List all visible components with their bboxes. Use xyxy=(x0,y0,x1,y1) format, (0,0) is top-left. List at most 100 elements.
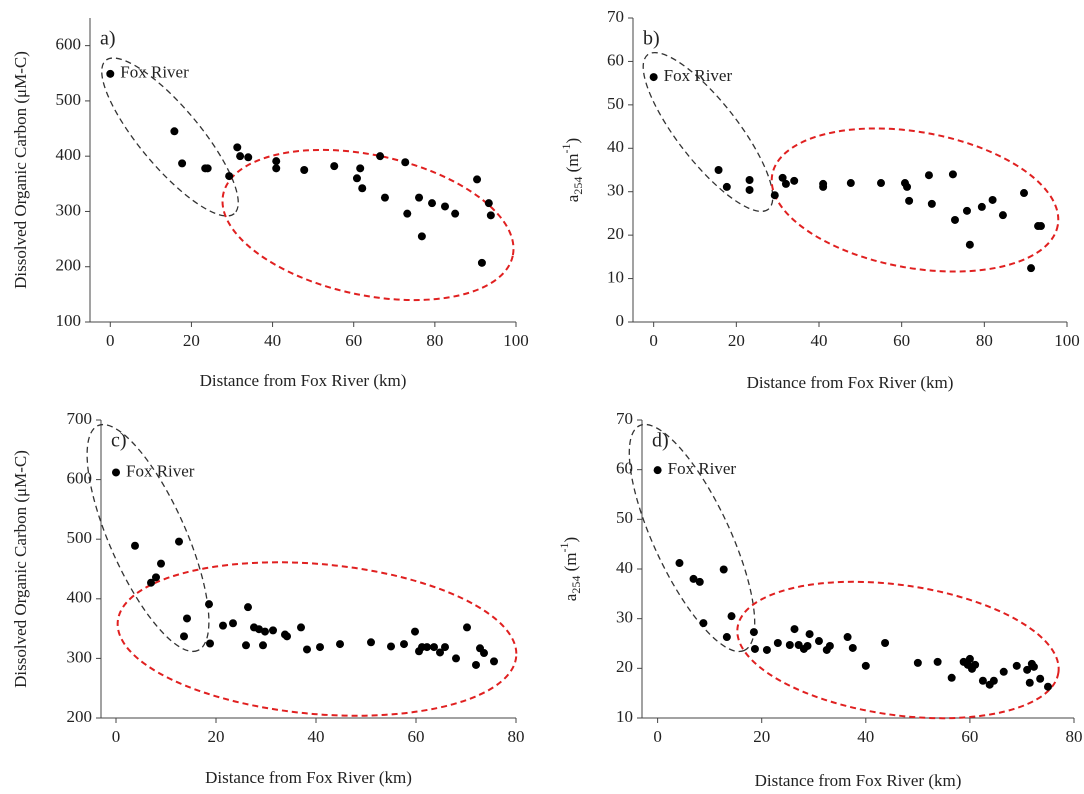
point xyxy=(269,626,277,635)
y-axis-label: Dissolved Organic Carbon (μM-C) xyxy=(11,51,30,289)
point xyxy=(170,127,179,136)
point xyxy=(300,166,309,174)
point xyxy=(881,639,890,648)
point xyxy=(436,648,444,657)
point xyxy=(965,654,974,663)
point xyxy=(183,614,191,623)
y-tick-label: 300 xyxy=(56,200,82,219)
y-tick-label: 40 xyxy=(616,558,633,577)
point xyxy=(989,676,998,685)
point xyxy=(933,657,942,666)
point xyxy=(978,676,987,685)
point xyxy=(653,466,662,475)
y-tick-label: 600 xyxy=(56,35,82,54)
point xyxy=(401,158,410,167)
y-tick-label: 10 xyxy=(616,707,633,726)
x-tick-label: 40 xyxy=(811,331,828,350)
point xyxy=(283,632,291,641)
point xyxy=(649,73,658,82)
point xyxy=(1027,264,1036,273)
point xyxy=(846,179,855,188)
point xyxy=(977,202,986,211)
point xyxy=(778,173,787,182)
y-tick-label: 0 xyxy=(616,311,625,330)
y-tick-label: 100 xyxy=(56,311,82,330)
point xyxy=(1012,661,1021,670)
point xyxy=(998,211,1007,220)
cluster-outline xyxy=(642,51,774,213)
point xyxy=(965,240,974,249)
point xyxy=(819,182,828,191)
point xyxy=(376,152,385,161)
cluster-outline xyxy=(736,580,1060,720)
panel-label: c) xyxy=(111,430,127,452)
panel-label: d) xyxy=(652,430,669,452)
point xyxy=(950,215,959,224)
point xyxy=(913,658,922,667)
annotation: Fox River xyxy=(668,459,737,478)
point xyxy=(157,559,165,568)
point xyxy=(219,621,227,630)
x-tick-label: 0 xyxy=(112,727,121,746)
point xyxy=(861,661,870,670)
point xyxy=(415,193,424,202)
point xyxy=(244,603,252,612)
point xyxy=(367,638,375,647)
x-tick-label: 100 xyxy=(1054,331,1080,350)
y-tick-label: 500 xyxy=(56,90,82,109)
y-axis-label-part: a xyxy=(563,194,582,202)
point xyxy=(722,633,731,642)
point xyxy=(1023,665,1032,674)
point xyxy=(843,633,852,642)
point xyxy=(472,660,480,669)
point xyxy=(790,176,799,185)
point xyxy=(773,639,782,648)
x-tick-label: 20 xyxy=(753,727,770,746)
point xyxy=(205,600,213,609)
y-tick-label: 600 xyxy=(67,469,93,488)
y-tick-label: 40 xyxy=(607,137,624,156)
x-axis-label: Distance from Fox River (km) xyxy=(200,371,407,390)
point xyxy=(203,164,212,173)
point xyxy=(352,174,361,183)
cluster-outline xyxy=(770,127,1060,273)
x-tick-label: 40 xyxy=(857,727,874,746)
point xyxy=(147,578,155,587)
point xyxy=(905,196,914,205)
point xyxy=(699,619,708,628)
x-tick-label: 100 xyxy=(503,331,529,350)
x-tick-label: 60 xyxy=(893,331,910,350)
y-tick-label: 300 xyxy=(67,647,93,666)
panel-label: b) xyxy=(643,28,660,50)
y-tick-label: 10 xyxy=(607,267,624,286)
y-axis-label-part: ) xyxy=(561,537,580,543)
annotation: Fox River xyxy=(126,461,195,480)
point xyxy=(877,179,885,188)
point xyxy=(236,152,245,161)
x-tick-label: 20 xyxy=(183,331,200,350)
point xyxy=(1043,682,1052,691)
cluster-outline xyxy=(86,423,210,653)
y-axis-label-part: (m xyxy=(563,153,582,176)
point xyxy=(233,143,242,152)
y-tick-label: 20 xyxy=(607,224,624,243)
point xyxy=(316,643,324,652)
point xyxy=(749,628,758,637)
y-tick-label: 50 xyxy=(607,94,624,113)
point xyxy=(229,619,237,628)
point xyxy=(1025,678,1034,687)
point xyxy=(272,164,281,173)
point xyxy=(745,175,754,184)
y-tick-label: 70 xyxy=(607,7,624,26)
point xyxy=(175,537,183,546)
point xyxy=(962,206,971,215)
point xyxy=(473,175,482,184)
point xyxy=(750,644,759,653)
point xyxy=(477,258,486,267)
y-axis-label-part: (m xyxy=(561,552,580,575)
point xyxy=(428,199,437,208)
point xyxy=(403,209,412,218)
point xyxy=(452,654,460,663)
point xyxy=(411,627,419,636)
